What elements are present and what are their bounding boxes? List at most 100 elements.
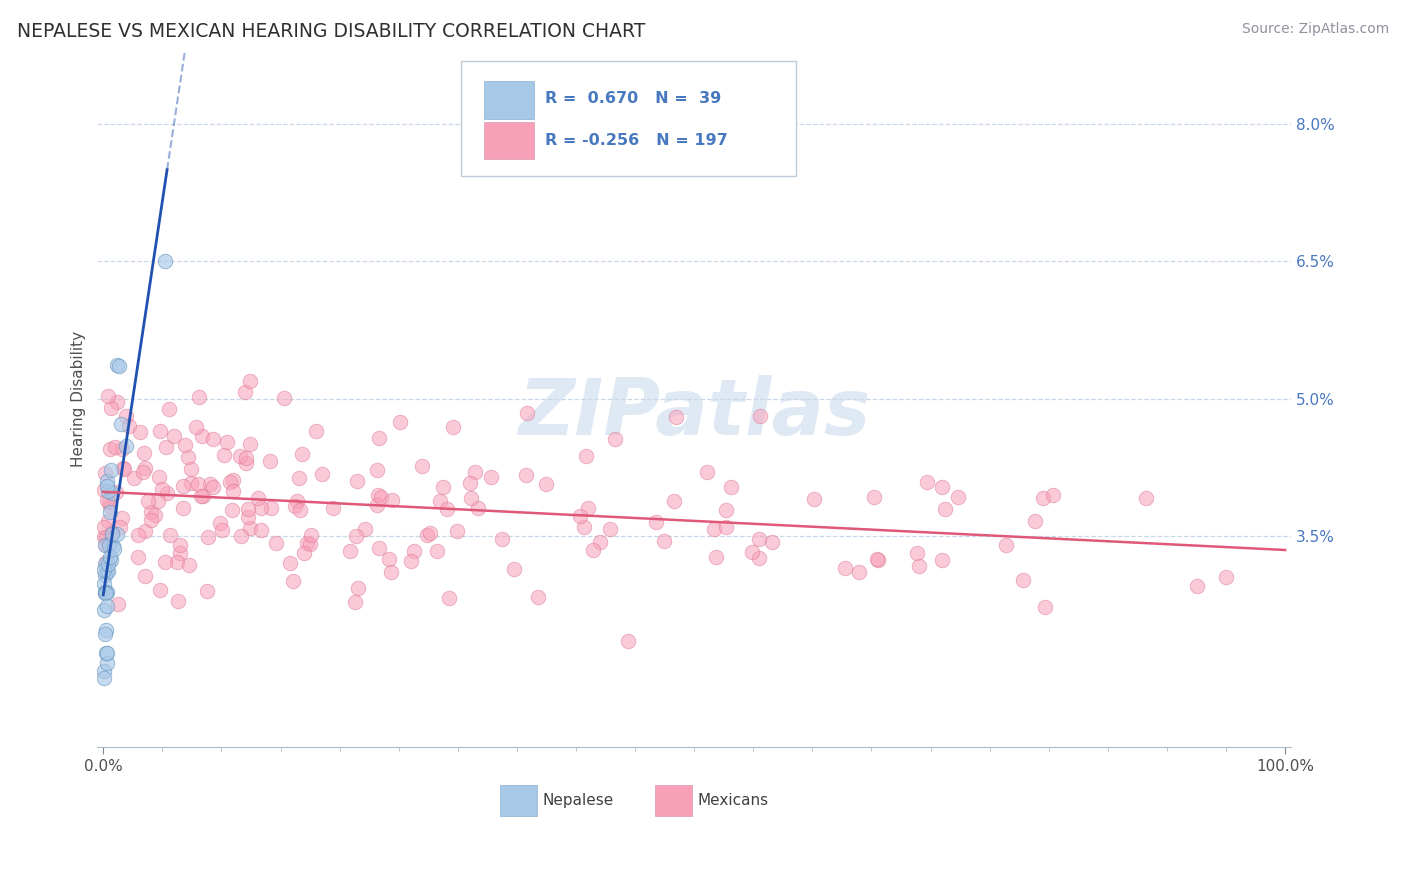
Point bbox=[93, 664, 115, 678]
Point bbox=[931, 480, 953, 494]
Point bbox=[159, 527, 181, 541]
Point bbox=[429, 494, 451, 508]
Point bbox=[1215, 570, 1237, 584]
Point bbox=[96, 584, 118, 599]
Point bbox=[426, 544, 449, 558]
Point bbox=[155, 555, 177, 569]
Point bbox=[346, 475, 368, 489]
Point bbox=[291, 447, 314, 461]
Point bbox=[96, 564, 118, 578]
Point bbox=[368, 432, 391, 446]
Point bbox=[748, 551, 770, 566]
Point bbox=[603, 432, 626, 446]
Point bbox=[105, 395, 128, 409]
Point bbox=[299, 527, 322, 541]
Y-axis label: Hearing Disability: Hearing Disability bbox=[72, 331, 86, 467]
Point bbox=[402, 544, 425, 558]
Point bbox=[994, 538, 1017, 552]
Point bbox=[436, 502, 458, 516]
Point bbox=[491, 533, 513, 547]
Point bbox=[239, 521, 262, 535]
Point bbox=[94, 627, 117, 641]
Point bbox=[156, 486, 179, 500]
Point bbox=[93, 671, 115, 685]
FancyBboxPatch shape bbox=[484, 81, 534, 119]
Point bbox=[704, 549, 727, 564]
Point bbox=[136, 494, 159, 508]
Point bbox=[149, 424, 172, 438]
Point bbox=[104, 440, 127, 454]
Point bbox=[134, 524, 156, 538]
Point bbox=[665, 410, 688, 425]
Point bbox=[599, 522, 621, 536]
Point bbox=[574, 520, 596, 534]
FancyBboxPatch shape bbox=[655, 785, 692, 815]
Point bbox=[211, 523, 233, 537]
Point bbox=[115, 409, 138, 423]
Text: ZIPatlas: ZIPatlas bbox=[517, 375, 870, 450]
Point bbox=[863, 490, 886, 504]
Point bbox=[110, 417, 132, 431]
Point bbox=[1024, 514, 1046, 528]
Point bbox=[94, 565, 117, 579]
Point bbox=[134, 569, 156, 583]
Point bbox=[180, 476, 202, 491]
Point bbox=[281, 574, 304, 588]
Point bbox=[416, 527, 439, 541]
Point bbox=[908, 559, 931, 574]
Point bbox=[464, 465, 486, 479]
Point bbox=[589, 534, 612, 549]
Point bbox=[411, 459, 433, 474]
Point bbox=[93, 531, 115, 545]
Point bbox=[288, 471, 311, 485]
Point bbox=[260, 501, 283, 516]
Point bbox=[97, 564, 120, 578]
Point bbox=[761, 535, 783, 549]
Point bbox=[163, 429, 186, 443]
Point bbox=[446, 524, 468, 539]
Point bbox=[134, 461, 156, 475]
Point bbox=[93, 603, 115, 617]
Point bbox=[221, 483, 243, 498]
Point bbox=[153, 254, 176, 268]
Point bbox=[515, 467, 537, 482]
Point bbox=[94, 537, 117, 551]
Point bbox=[229, 449, 252, 463]
Point bbox=[100, 525, 122, 540]
Point bbox=[222, 473, 245, 487]
Point bbox=[297, 536, 319, 550]
Point bbox=[96, 493, 118, 508]
Point bbox=[94, 585, 117, 599]
Point bbox=[98, 549, 121, 564]
Point bbox=[94, 538, 117, 552]
Point bbox=[311, 467, 333, 481]
Point bbox=[662, 494, 685, 508]
Point bbox=[155, 441, 177, 455]
Point bbox=[114, 439, 136, 453]
Point bbox=[215, 435, 238, 450]
Point bbox=[111, 510, 134, 524]
Point bbox=[284, 499, 307, 513]
Point bbox=[748, 533, 770, 547]
Point bbox=[129, 425, 152, 439]
Point bbox=[582, 543, 605, 558]
Point bbox=[201, 432, 224, 446]
Point bbox=[94, 585, 117, 599]
Point bbox=[143, 508, 166, 522]
Text: Mexicans: Mexicans bbox=[697, 793, 769, 807]
Point bbox=[100, 553, 122, 567]
Text: Nepalese: Nepalese bbox=[543, 793, 614, 807]
Point bbox=[97, 558, 120, 572]
Point bbox=[1135, 491, 1157, 505]
Point bbox=[288, 503, 311, 517]
Point bbox=[278, 556, 301, 570]
Point bbox=[366, 463, 388, 477]
Point bbox=[101, 526, 124, 541]
Point bbox=[366, 498, 388, 512]
Point bbox=[249, 524, 271, 538]
FancyBboxPatch shape bbox=[461, 62, 796, 176]
Point bbox=[190, 489, 212, 503]
Point bbox=[150, 482, 173, 496]
Point bbox=[180, 462, 202, 476]
Point bbox=[97, 514, 120, 528]
